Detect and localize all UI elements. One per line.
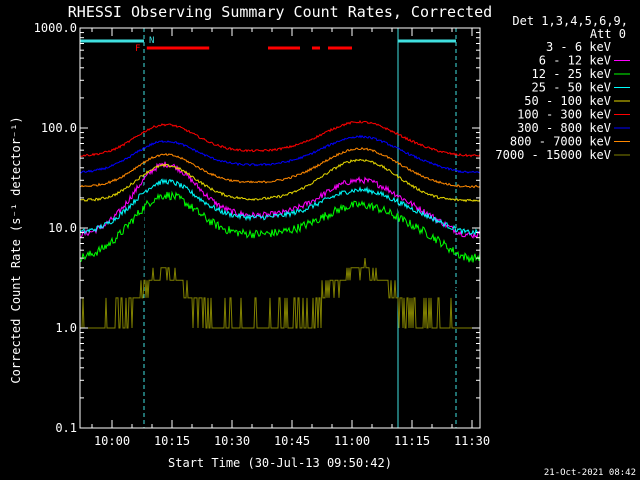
legend-label: 7000 - 15000 keV (495, 148, 611, 162)
legend-label: 25 - 50 keV (532, 81, 611, 95)
legend-label: 3 - 6 keV (546, 40, 611, 54)
chart-title: RHESSI Observing Summary Count Rates, Co… (68, 3, 492, 21)
x-tick-label: 10:00 (94, 434, 130, 448)
legend-label: 300 - 800 keV (517, 121, 611, 135)
night-marker: N (149, 36, 154, 46)
plot-area: NF (79, 28, 481, 428)
legend-label: 50 - 100 keV (524, 94, 611, 108)
series-line-800-7000-kev (79, 147, 481, 189)
y-axis-label: Corrected Count Rate (s⁻¹ detector⁻¹) (9, 116, 23, 383)
x-tick-label: 10:30 (214, 434, 250, 448)
x-axis-label: Start Time (30-Jul-13 09:50:42) (168, 456, 392, 470)
legend-header: Det 1,3,4,5,6,9, (512, 14, 628, 28)
y-tick-label: 1.0 (55, 321, 77, 335)
series-line-3-6-kev (79, 158, 481, 296)
x-tick-label: 11:00 (334, 434, 370, 448)
legend-attenuator: Att 0 (590, 27, 626, 41)
y-tick-label: 100.0 (41, 121, 77, 135)
legend-label: 6 - 12 keV (539, 54, 611, 68)
series-line-100-300-kev (79, 119, 481, 158)
series-line-12-25-kev (79, 190, 481, 263)
y-tick-label: 0.1 (55, 421, 77, 435)
series-line-25-50-kev (79, 178, 481, 236)
x-tick-label: 11:15 (394, 434, 430, 448)
legend-label: 800 - 7000 keV (510, 135, 611, 149)
x-tick-label: 10:15 (154, 434, 190, 448)
series-line-6-12-kev (79, 161, 481, 239)
footer-timestamp: 21-Oct-2021 08:42 (544, 468, 636, 478)
y-tick-label: 10.0 (48, 221, 77, 235)
y-axis: 0.1 1.0 10.0 100.0 1000.0 (34, 21, 480, 435)
x-axis: 10:00 10:15 10:30 10:45 11:00 11:15 11:30 (91, 28, 490, 448)
flare-marker: F (135, 44, 140, 54)
x-tick-label: 10:45 (274, 434, 310, 448)
x-tick-label: 11:30 (454, 434, 490, 448)
series-line-50-100-kev (79, 158, 481, 203)
legend-label: 100 - 300 keV (517, 108, 611, 122)
series-line-7000-15000-kev (80, 258, 480, 329)
legend-label: 12 - 25 keV (532, 67, 611, 81)
series-line-300-800-kev (79, 134, 481, 174)
y-tick-label: 1000.0 (34, 21, 77, 35)
